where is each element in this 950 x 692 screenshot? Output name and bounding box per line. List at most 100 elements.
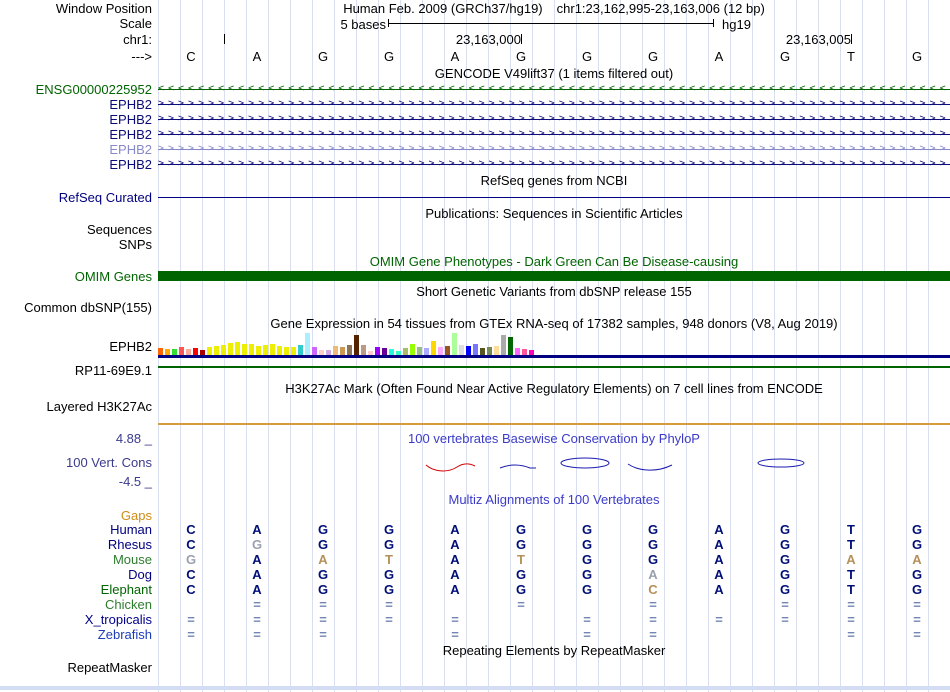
h3k27ac-signal-line[interactable]	[158, 423, 950, 425]
species-label[interactable]: Dog	[128, 567, 152, 582]
transcript-label[interactable]: EPHB2	[109, 112, 152, 127]
gtex-tissue-bar[interactable]	[340, 347, 345, 355]
gtex-expression-bars[interactable]	[158, 333, 536, 355]
species-label[interactable]: Human	[110, 522, 152, 537]
refseq-title[interactable]: RefSeq genes from NCBI	[480, 173, 628, 188]
gtex-tissue-bar[interactable]	[207, 347, 212, 355]
species-label[interactable]: Zebrafish	[97, 627, 152, 642]
layered-h3k27ac-label[interactable]: Layered H3K27Ac	[46, 399, 152, 414]
gtex-tissue-bar[interactable]	[431, 341, 436, 355]
gtex-tissue-bar[interactable]	[319, 350, 324, 355]
gtex-tissue-bar[interactable]	[522, 349, 527, 355]
gaps-label[interactable]: Gaps	[120, 507, 152, 523]
publications-title[interactable]: Publications: Sequences in Scientific Ar…	[425, 206, 683, 221]
gtex-tissue-bar[interactable]	[333, 346, 338, 355]
gtex-tissue-bar[interactable]	[270, 344, 275, 355]
gtex-tissue-bar[interactable]	[291, 347, 296, 355]
gtex-tissue-bar[interactable]	[158, 348, 163, 355]
gtex-tissue-bar[interactable]	[529, 350, 534, 355]
gtex-tissue-bar[interactable]	[515, 348, 520, 355]
snps-label[interactable]: SNPs	[118, 237, 152, 252]
gtex-tissue-bar[interactable]	[459, 345, 464, 355]
gtex-tissue-bar[interactable]	[347, 345, 352, 355]
species-label[interactable]: X_tropicalis	[84, 612, 152, 627]
gtex-tissue-bar[interactable]	[298, 345, 303, 355]
gtex-tissue-bar[interactable]	[186, 349, 191, 355]
species-label[interactable]: Mouse	[112, 552, 152, 567]
dbsnp-title[interactable]: Short Genetic Variants from dbSNP releas…	[416, 283, 692, 299]
repeatmasker-label[interactable]: RepeatMasker	[67, 659, 152, 675]
refseq-curated-label[interactable]: RefSeq Curated	[58, 189, 152, 205]
gtex-tissue-bar[interactable]	[256, 346, 261, 355]
gtex-tissue-bar[interactable]	[263, 345, 268, 355]
gtex-tissue-bar[interactable]	[354, 335, 359, 355]
gtex-tissue-bar[interactable]	[200, 350, 205, 355]
omim-genes-label[interactable]: OMIM Genes	[74, 269, 152, 284]
gtex-tissue-bar[interactable]	[494, 346, 499, 355]
gencode-title[interactable]: GENCODE V49lift37 (1 items filtered out)	[434, 66, 674, 81]
gtex-tissue-bar[interactable]	[214, 346, 219, 355]
gtex-tissue-bar[interactable]	[326, 350, 331, 355]
gtex-tissue-bar[interactable]	[508, 337, 513, 355]
omim-title[interactable]: OMIM Gene Phenotypes - Dark Green Can Be…	[369, 253, 739, 269]
gtex-tissue-bar[interactable]	[179, 347, 184, 355]
multiz-title[interactable]: Multiz Alignments of 100 Vertebrates	[448, 491, 660, 507]
gtex-gene-label[interactable]: EPHB2	[109, 338, 152, 354]
gtex-tissue-bar[interactable]	[193, 348, 198, 355]
species-label[interactable]: Elephant	[100, 582, 152, 597]
gtex-tissue-bar[interactable]	[417, 347, 422, 355]
transcript-line[interactable]: >>>>>>>>>>>>>>>>>>>>>>>>>>>>>>>>>>>>>>>>…	[158, 142, 950, 157]
species-alignment-track[interactable]: = = = = = = = =	[158, 597, 950, 612]
transcript-label[interactable]: EPHB2	[109, 157, 152, 172]
gtex-tissue-bar[interactable]	[487, 347, 492, 355]
gtex-tissue-bar[interactable]	[361, 345, 366, 355]
gtex-tissue-bar[interactable]	[473, 344, 478, 355]
lincrna-label[interactable]: RP11-69E9.1	[74, 362, 152, 378]
transcript-line[interactable]: >>>>>>>>>>>>>>>>>>>>>>>>>>>>>>>>>>>>>>>>…	[158, 127, 950, 142]
gtex-tissue-bar[interactable]	[284, 347, 289, 355]
gtex-tissue-bar[interactable]	[438, 347, 443, 355]
gtex-tissue-bar[interactable]	[368, 351, 373, 355]
phylop-title[interactable]: 100 vertebrates Basewise Conservation by…	[408, 430, 700, 446]
gtex-tissue-bar[interactable]	[221, 345, 226, 355]
transcript-label[interactable]: EPHB2	[109, 127, 152, 142]
gtex-tissue-bar[interactable]	[382, 348, 387, 355]
gtex-tissue-bar[interactable]	[165, 349, 170, 355]
gtex-title[interactable]: Gene Expression in 54 tissues from GTEx …	[270, 316, 838, 331]
gtex-tissue-bar[interactable]	[466, 346, 471, 355]
gtex-tissue-bar[interactable]	[452, 333, 457, 355]
h3k27ac-title[interactable]: H3K27Ac Mark (Often Found Near Active Re…	[285, 381, 823, 396]
species-label[interactable]: Chicken	[105, 597, 152, 612]
gtex-tissue-bar[interactable]	[305, 333, 310, 355]
gtex-tissue-bar[interactable]	[410, 344, 415, 355]
omim-gene-bar[interactable]	[158, 271, 950, 281]
transcript-line[interactable]: <<<<<<<<<<<<<<<<<<<<<<<<<<<<<<<<<<<<<<<<…	[158, 82, 950, 97]
refseq-curated-line[interactable]	[158, 197, 950, 198]
transcript-label[interactable]: ENSG00000225952	[35, 82, 152, 97]
gtex-tissue-bar[interactable]	[172, 349, 177, 355]
gtex-tissue-bar[interactable]	[235, 342, 240, 355]
species-alignment-track[interactable]: = = = = = = = = = = =	[158, 612, 950, 627]
transcript-label[interactable]: EPHB2	[109, 142, 152, 157]
gtex-tissue-bar[interactable]	[501, 335, 506, 355]
common-dbsnp-label[interactable]: Common dbSNP(155)	[24, 299, 152, 315]
gtex-tissue-bar[interactable]	[403, 348, 408, 355]
transcript-label[interactable]: EPHB2	[109, 97, 152, 112]
gtex-tissue-bar[interactable]	[445, 346, 450, 355]
lincrna-line[interactable]	[158, 366, 950, 368]
gtex-tissue-bar[interactable]	[242, 344, 247, 355]
species-label[interactable]: Rhesus	[107, 537, 152, 552]
gtex-tissue-bar[interactable]	[375, 347, 380, 355]
conservation-label[interactable]: 100 Vert. Cons	[66, 455, 152, 470]
species-alignment-track[interactable]: = = = = = = = =	[158, 627, 950, 642]
gtex-tissue-bar[interactable]	[389, 349, 394, 355]
transcript-line[interactable]: >>>>>>>>>>>>>>>>>>>>>>>>>>>>>>>>>>>>>>>>…	[158, 97, 950, 112]
conservation-wiggle[interactable]	[158, 446, 950, 490]
transcript-line[interactable]: >>>>>>>>>>>>>>>>>>>>>>>>>>>>>>>>>>>>>>>>…	[158, 157, 950, 172]
gtex-tissue-bar[interactable]	[396, 351, 401, 355]
